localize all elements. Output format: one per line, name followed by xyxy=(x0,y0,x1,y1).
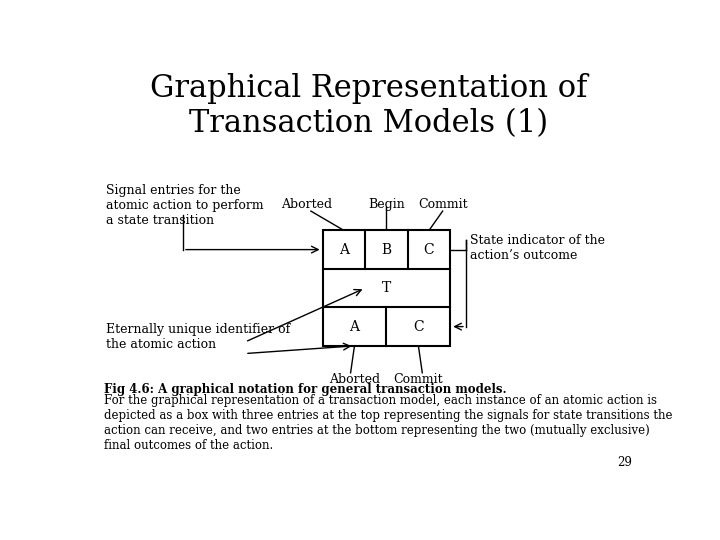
Text: T: T xyxy=(382,281,391,295)
Text: 29: 29 xyxy=(618,456,632,469)
Text: Commit: Commit xyxy=(394,373,444,386)
Text: Fig 4.6: A graphical notation for general transaction models.: Fig 4.6: A graphical notation for genera… xyxy=(104,383,507,396)
Text: Begin: Begin xyxy=(368,198,405,211)
Text: C: C xyxy=(424,242,434,256)
Text: Aborted: Aborted xyxy=(282,198,333,211)
Text: State indicator of the
action’s outcome: State indicator of the action’s outcome xyxy=(469,234,605,262)
Text: Commit: Commit xyxy=(418,198,467,211)
Text: Eternally unique identifier of
the atomic action: Eternally unique identifier of the atomi… xyxy=(106,323,289,351)
Text: For the graphical representation of a transaction model, each instance of an ato: For the graphical representation of a tr… xyxy=(104,394,672,451)
Text: C: C xyxy=(413,320,423,334)
Text: Signal entries for the
atomic action to perform
a state transition: Signal entries for the atomic action to … xyxy=(106,184,263,227)
Text: A: A xyxy=(349,320,359,334)
Text: B: B xyxy=(382,242,392,256)
Text: A: A xyxy=(339,242,348,256)
Text: Aborted: Aborted xyxy=(329,373,380,386)
Text: Graphical Representation of
Transaction Models (1): Graphical Representation of Transaction … xyxy=(150,72,588,139)
Bar xyxy=(323,231,451,346)
